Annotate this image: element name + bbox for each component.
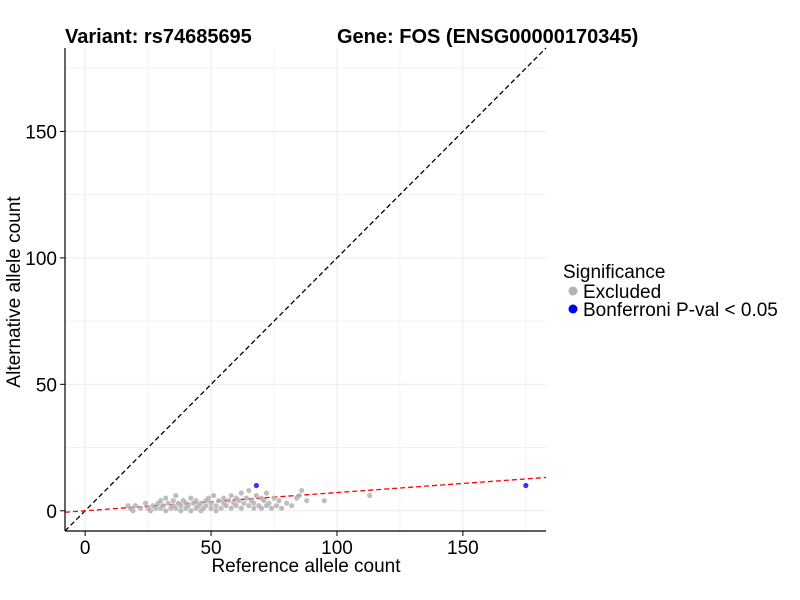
legend-label-bonferroni: Bonferroni P-val < 0.05 bbox=[583, 300, 778, 321]
point-excluded bbox=[289, 503, 295, 509]
point-excluded bbox=[251, 505, 257, 511]
y-tick-label: 50 bbox=[36, 375, 57, 396]
y-tick-label: 0 bbox=[46, 502, 57, 523]
point-excluded bbox=[198, 500, 204, 506]
point-excluded bbox=[266, 500, 272, 506]
point-excluded bbox=[170, 498, 176, 504]
point-excluded bbox=[173, 492, 179, 499]
x-tick-label: 50 bbox=[200, 538, 221, 559]
point-bonferroni bbox=[253, 482, 259, 489]
point-excluded bbox=[208, 500, 214, 506]
point-excluded bbox=[228, 505, 234, 511]
point-excluded bbox=[296, 492, 302, 499]
point-excluded bbox=[284, 500, 290, 506]
point-excluded bbox=[223, 503, 229, 509]
point-excluded bbox=[216, 498, 222, 504]
point-excluded bbox=[273, 503, 280, 509]
point-excluded bbox=[304, 498, 310, 504]
point-excluded bbox=[210, 492, 217, 499]
variant-title: Variant: rs74685695 bbox=[65, 26, 252, 48]
point-excluded bbox=[188, 508, 194, 514]
data-points bbox=[125, 482, 529, 514]
gene-title: Gene: FOS (ENSG00000170345) bbox=[337, 26, 638, 48]
point-excluded bbox=[178, 508, 184, 514]
point-excluded bbox=[367, 492, 373, 499]
point-excluded bbox=[203, 503, 209, 509]
point-excluded bbox=[160, 503, 166, 509]
point-excluded bbox=[137, 505, 144, 511]
point-excluded bbox=[276, 498, 282, 504]
legend-marker-excluded bbox=[568, 286, 578, 296]
point-excluded bbox=[268, 505, 275, 511]
x-axis-ticks: 0 50 100 150 bbox=[80, 531, 479, 559]
point-excluded bbox=[253, 492, 259, 499]
legend: Significance Excluded Bonferroni P-val <… bbox=[563, 262, 778, 321]
point-excluded bbox=[236, 498, 242, 504]
point-excluded bbox=[233, 503, 239, 509]
point-excluded bbox=[165, 500, 171, 506]
point-excluded bbox=[321, 498, 327, 504]
point-excluded bbox=[261, 498, 267, 504]
x-tick-label: 0 bbox=[80, 538, 91, 559]
point-excluded bbox=[208, 505, 214, 511]
y-axis-label: Alternative allele count bbox=[4, 196, 25, 388]
point-excluded bbox=[153, 505, 159, 511]
grid-lines bbox=[65, 48, 546, 531]
point-excluded bbox=[188, 495, 194, 501]
regression-line bbox=[64, 476, 547, 513]
point-excluded bbox=[178, 503, 184, 509]
point-excluded bbox=[205, 495, 212, 501]
point-excluded bbox=[173, 505, 179, 511]
point-excluded bbox=[299, 487, 305, 494]
point-excluded bbox=[130, 508, 136, 514]
legend-title: Significance bbox=[563, 262, 665, 283]
point-excluded bbox=[278, 505, 285, 511]
point-excluded bbox=[246, 487, 252, 494]
point-excluded bbox=[271, 495, 277, 501]
point-excluded bbox=[241, 500, 247, 506]
identity-line bbox=[64, 47, 547, 532]
y-tick-label: 100 bbox=[25, 249, 57, 270]
legend-label-excluded: Excluded bbox=[583, 282, 661, 303]
point-excluded bbox=[142, 500, 149, 506]
point-excluded bbox=[218, 505, 224, 511]
point-excluded bbox=[213, 508, 219, 514]
point-excluded bbox=[132, 503, 139, 509]
point-excluded bbox=[213, 503, 219, 509]
point-excluded bbox=[221, 495, 227, 501]
point-excluded bbox=[148, 508, 154, 514]
point-excluded bbox=[163, 508, 169, 514]
point-excluded bbox=[185, 503, 191, 509]
point-excluded bbox=[238, 490, 244, 496]
point-excluded bbox=[258, 505, 265, 511]
point-excluded bbox=[243, 495, 249, 501]
point-excluded bbox=[251, 500, 257, 506]
legend-marker-bonferroni bbox=[568, 304, 578, 314]
point-excluded bbox=[228, 492, 234, 499]
point-excluded bbox=[158, 498, 164, 504]
x-axis-label: Reference allele count bbox=[211, 556, 401, 577]
reference-lines bbox=[64, 47, 547, 532]
point-bonferroni bbox=[523, 482, 529, 489]
point-excluded bbox=[193, 498, 199, 504]
point-excluded bbox=[238, 505, 244, 511]
x-tick-label: 150 bbox=[447, 538, 479, 559]
y-tick-label: 150 bbox=[25, 122, 57, 143]
point-excluded bbox=[226, 498, 232, 504]
point-excluded bbox=[246, 503, 252, 509]
point-excluded bbox=[263, 490, 270, 496]
point-excluded bbox=[163, 495, 169, 501]
y-axis-ticks: 0 50 100 150 bbox=[25, 122, 65, 523]
x-tick-label: 100 bbox=[321, 538, 353, 559]
